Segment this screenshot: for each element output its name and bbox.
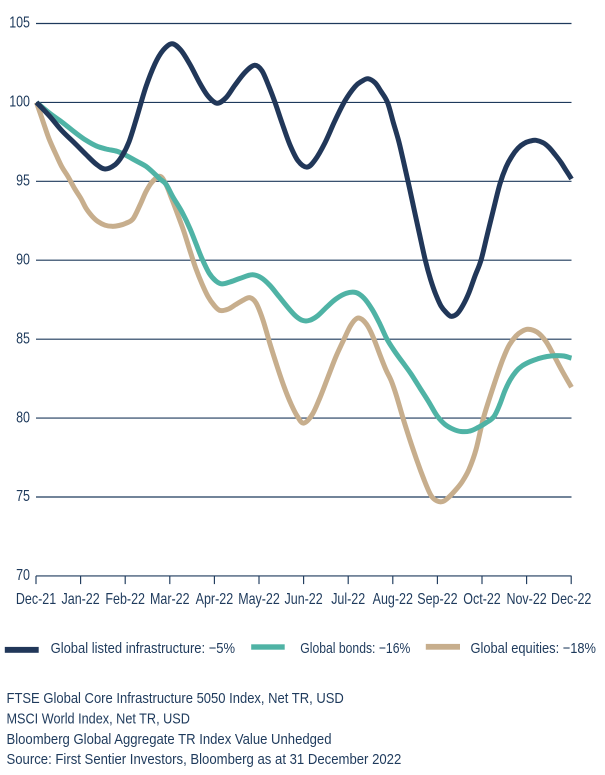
svg-text:Dec-22: Dec-22 [551, 591, 591, 608]
svg-text:Jul-22: Jul-22 [331, 591, 365, 608]
svg-text:Global equities: −18%: Global equities: −18% [471, 640, 597, 657]
svg-text:May-22: May-22 [238, 591, 280, 608]
svg-text:Global listed infrastructure:: Global listed infrastructure: −5% [51, 640, 236, 657]
svg-text:FTSE Global Core Infrastructur: FTSE Global Core Infrastructure 5050 Ind… [7, 690, 344, 707]
svg-text:Dec-21: Dec-21 [16, 591, 56, 608]
svg-text:85: 85 [16, 330, 30, 347]
svg-text:MSCI World Index, Net TR, USD: MSCI World Index, Net TR, USD [7, 710, 191, 727]
svg-text:80: 80 [16, 409, 30, 426]
svg-text:Apr-22: Apr-22 [196, 591, 234, 608]
svg-text:90: 90 [16, 251, 30, 268]
svg-text:75: 75 [16, 488, 30, 505]
svg-text:Jan-22: Jan-22 [62, 591, 100, 608]
svg-text:100: 100 [9, 94, 30, 111]
svg-text:Mar-22: Mar-22 [150, 591, 190, 608]
svg-text:Source: First Sentier Investor: Source: First Sentier Investors, Bloombe… [7, 751, 402, 768]
svg-text:Sep-22: Sep-22 [417, 591, 457, 608]
svg-text:105: 105 [9, 15, 30, 32]
svg-text:95: 95 [16, 173, 30, 190]
svg-text:Global bonds: −16%: Global bonds: −16% [300, 640, 410, 657]
svg-text:Aug-22: Aug-22 [373, 591, 413, 608]
svg-text:Nov-22: Nov-22 [506, 591, 546, 608]
svg-text:70: 70 [16, 567, 30, 584]
svg-text:Oct-22: Oct-22 [463, 591, 501, 608]
svg-text:Jun-22: Jun-22 [285, 591, 323, 608]
svg-text:Bloomberg Global Aggregate TR: Bloomberg Global Aggregate TR Index Valu… [7, 731, 332, 748]
svg-text:Feb-22: Feb-22 [105, 591, 145, 608]
